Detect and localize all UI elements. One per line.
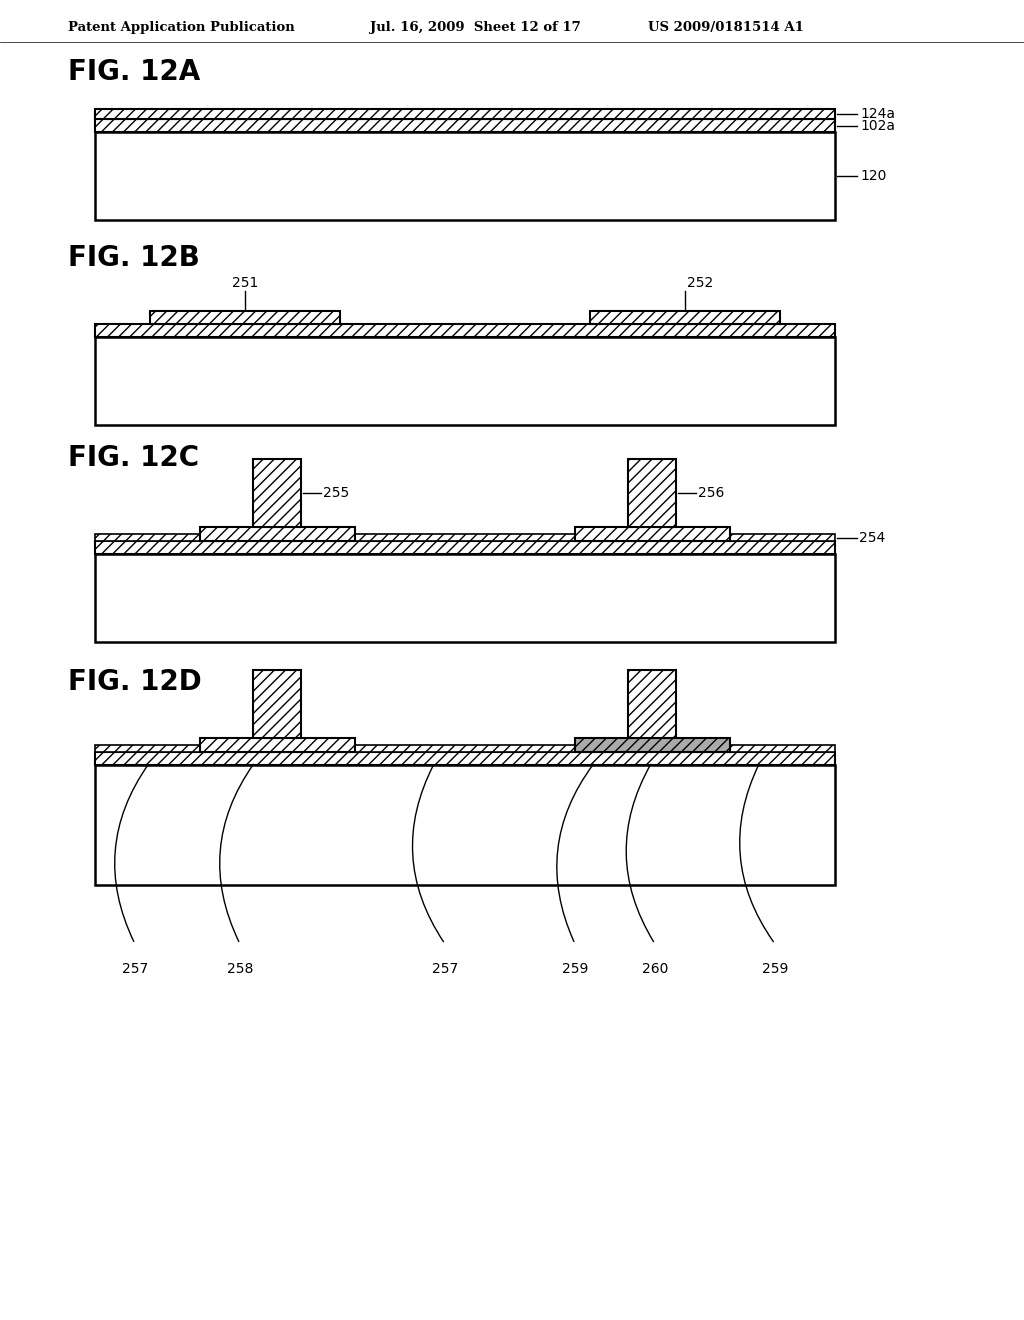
Bar [95, 119, 835, 132]
Text: 254: 254 [859, 531, 886, 544]
Bar [575, 527, 730, 541]
Text: 256: 256 [698, 486, 724, 500]
Text: 255: 255 [323, 486, 349, 500]
Bar [628, 671, 676, 738]
Bar [355, 535, 575, 541]
Bar [200, 527, 355, 541]
Bar [95, 132, 835, 220]
Bar [150, 312, 340, 323]
Bar [95, 337, 835, 425]
Text: 258: 258 [226, 962, 253, 975]
Text: FIG. 12C: FIG. 12C [68, 444, 199, 473]
Bar [730, 535, 835, 541]
Bar [95, 554, 835, 642]
Text: 257: 257 [122, 962, 148, 975]
Text: 120: 120 [860, 169, 887, 183]
Text: Patent Application Publication: Patent Application Publication [68, 21, 295, 34]
Text: 251: 251 [231, 276, 258, 290]
Bar [95, 535, 200, 541]
Text: 252: 252 [687, 276, 713, 290]
Bar [200, 738, 355, 752]
Text: US 2009/0181514 A1: US 2009/0181514 A1 [648, 21, 804, 34]
Bar [253, 671, 301, 738]
Text: FIG. 12D: FIG. 12D [68, 668, 202, 696]
Bar [253, 459, 301, 527]
Text: Jul. 16, 2009  Sheet 12 of 17: Jul. 16, 2009 Sheet 12 of 17 [370, 21, 581, 34]
Bar [628, 459, 676, 527]
Bar [95, 766, 835, 884]
Text: 124a: 124a [860, 107, 895, 121]
Text: FIG. 12B: FIG. 12B [68, 244, 200, 272]
Bar [95, 323, 835, 337]
Text: 260: 260 [642, 962, 669, 975]
Bar [575, 738, 730, 752]
Text: 259: 259 [762, 962, 788, 975]
Bar [590, 312, 780, 323]
Text: FIG. 12A: FIG. 12A [68, 58, 201, 86]
Bar [355, 744, 575, 752]
Bar [95, 541, 835, 554]
Text: 102a: 102a [860, 119, 895, 132]
Text: 259: 259 [562, 962, 588, 975]
Text: 257: 257 [432, 962, 458, 975]
Bar [95, 110, 835, 119]
Bar [95, 752, 835, 766]
Bar [95, 744, 200, 752]
Bar [730, 744, 835, 752]
